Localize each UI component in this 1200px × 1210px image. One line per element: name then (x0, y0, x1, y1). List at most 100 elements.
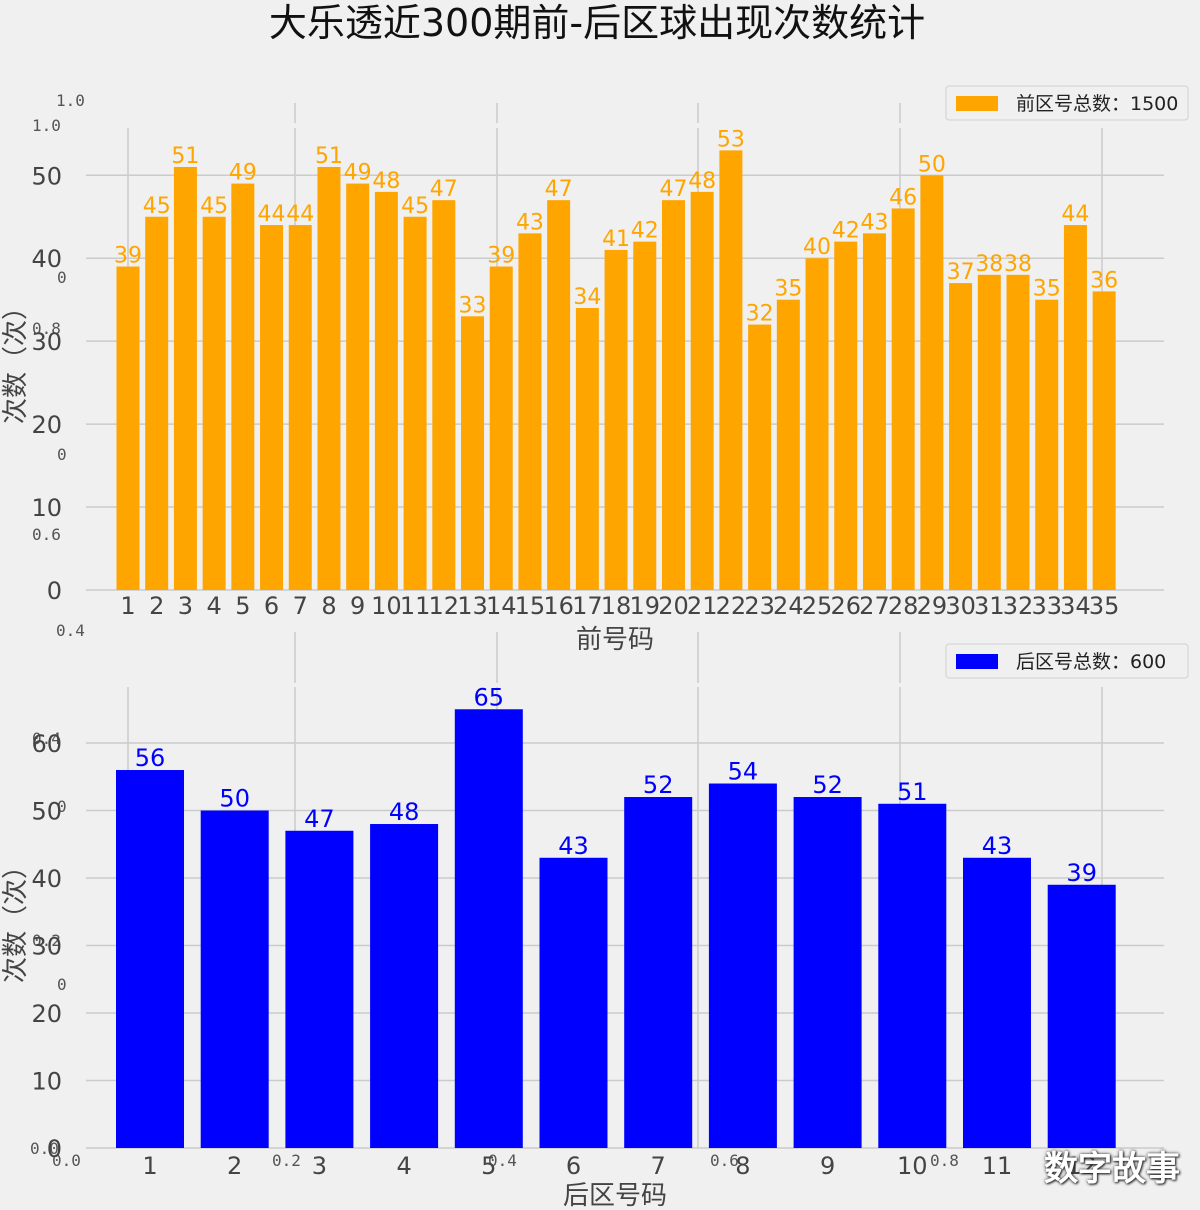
data-label: 39 (114, 244, 142, 269)
bar (317, 166, 341, 591)
data-label: 37 (947, 260, 975, 285)
data-label: 47 (659, 177, 687, 202)
bar (346, 183, 370, 591)
bar (1006, 274, 1030, 590)
data-label: 52 (812, 771, 843, 799)
x-tick-label: 26 (830, 592, 861, 620)
x-tick-label: 22 (716, 592, 747, 620)
y-tick-label: 50 (31, 798, 62, 826)
x-tick-label: 21 (687, 592, 718, 620)
bar (432, 200, 456, 591)
x-tick-label: 9 (820, 1152, 835, 1180)
x-tick-label: 29 (917, 592, 948, 620)
bar (690, 191, 714, 591)
data-label: 43 (516, 210, 544, 235)
x-axis-label: 后区号码 (563, 1181, 667, 1210)
x-tick-label: 7 (651, 1152, 666, 1180)
bar (776, 299, 800, 590)
y-tick-label: 50 (31, 162, 62, 190)
data-label: 49 (344, 161, 372, 186)
x-tick-label: 6 (264, 592, 279, 620)
x-tick-label: 8 (735, 1152, 750, 1180)
x-tick-label: 10 (897, 1152, 928, 1180)
x-tick-label: 1 (142, 1152, 157, 1180)
ghost-tick-label: 0.0 (30, 1139, 59, 1158)
front-zone-chart: 0102030405039145251345449544644751849948… (1, 85, 1189, 655)
x-tick-label: 3 (178, 592, 193, 620)
x-tick-label: 35 (1089, 592, 1120, 620)
x-tick-label: 20 (658, 592, 689, 620)
data-label: 51 (315, 144, 343, 169)
bar (834, 241, 858, 590)
x-tick-label: 6 (566, 1152, 581, 1180)
bar (202, 216, 226, 591)
bar (539, 857, 608, 1148)
bar (604, 249, 628, 590)
data-label: 44 (258, 202, 286, 227)
data-label: 35 (1033, 277, 1061, 302)
x-tick-label: 13 (457, 592, 488, 620)
legend-swatch (956, 654, 998, 669)
data-label: 35 (774, 277, 802, 302)
x-tick-label: 23 (744, 592, 775, 620)
data-label: 42 (631, 219, 659, 244)
bar (1092, 291, 1116, 590)
data-label: 51 (171, 144, 199, 169)
data-label: 47 (304, 805, 335, 833)
data-label: 32 (746, 302, 774, 327)
bar (1035, 299, 1059, 590)
data-label: 65 (474, 683, 505, 711)
data-label: 46 (889, 185, 917, 210)
bar (708, 783, 777, 1148)
y-tick-label: 40 (31, 245, 62, 273)
legend-box (945, 643, 1189, 679)
data-label: 45 (200, 194, 228, 219)
bar (977, 274, 1001, 590)
ghost-tick-label: 0.8 (930, 1151, 959, 1170)
bar (1047, 884, 1116, 1148)
bar (260, 225, 284, 591)
bar (454, 709, 523, 1148)
data-label: 48 (389, 798, 420, 826)
bar (633, 241, 657, 590)
legend-box (945, 85, 1189, 121)
data-label: 56 (135, 744, 166, 772)
data-label: 52 (643, 771, 674, 799)
x-tick-label: 19 (630, 592, 661, 620)
bar (200, 810, 269, 1148)
x-tick-label: 8 (321, 592, 336, 620)
bar (370, 824, 439, 1148)
y-tick-label: 10 (31, 494, 62, 522)
bar (403, 216, 427, 591)
x-tick-label: 27 (859, 592, 890, 620)
x-tick-label: 34 (1060, 592, 1091, 620)
legend-swatch (956, 96, 998, 111)
bar (963, 857, 1031, 1148)
data-label: 39 (1066, 859, 1097, 887)
legend-label: 前区号总数：1500 (1016, 93, 1178, 115)
back-zone-chart: 0 10 20 30 40 50 60 56 1 50 2 47 3 48 4 65 5 43 6 52 7 54 8 52 9… (1, 643, 1189, 1210)
data-label: 34 (573, 285, 601, 310)
bar (862, 233, 886, 590)
x-tick-label: 11 (982, 1152, 1013, 1180)
data-label: 50 (219, 785, 250, 813)
data-label: 47 (545, 177, 573, 202)
data-label: 48 (372, 169, 400, 194)
x-tick-label: 24 (773, 592, 804, 620)
ghost-tick-label: 0.0 (52, 1151, 81, 1170)
ghost-tick-label: 1.0 (56, 91, 85, 110)
x-tick-label: 30 (945, 592, 976, 620)
data-label: 40 (803, 235, 831, 260)
bar (489, 266, 513, 590)
x-tick-label: 12 (429, 592, 460, 620)
ghost-tick-label: 0 (57, 268, 67, 287)
x-tick-label: 31 (974, 592, 1005, 620)
x-tick-label: 5 (481, 1152, 496, 1180)
ghost-tick-label: 0.6 (710, 1151, 739, 1170)
x-tick-label: 28 (888, 592, 919, 620)
ghost-tick-label: 1.0 (32, 116, 61, 135)
bar (547, 200, 571, 591)
ghost-tick-label: 0.4 (32, 729, 61, 748)
ghost-tick-label: 0 (57, 797, 67, 816)
